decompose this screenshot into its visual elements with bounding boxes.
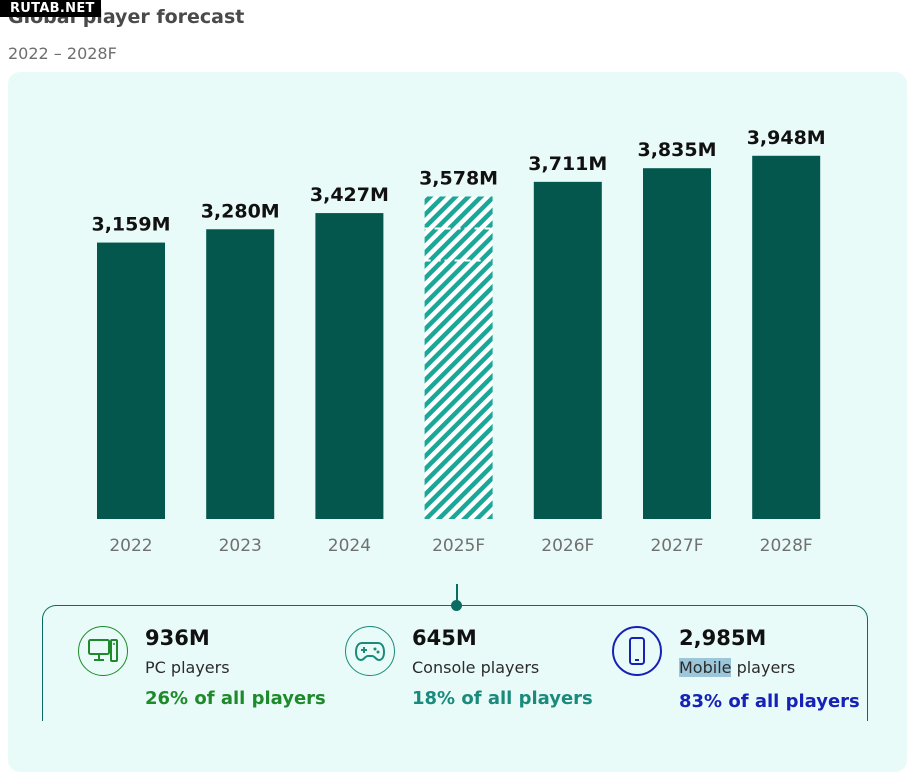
pc-players-label: PC players	[145, 658, 230, 677]
smartphone-icon	[629, 637, 645, 665]
x-tick-2024: 2024	[328, 536, 371, 556]
console-players-share: 18% of all players	[412, 688, 593, 709]
chart-subtitle: 2022 – 2028F	[8, 44, 117, 63]
pc-icon-circle	[78, 626, 128, 676]
x-tick-2026F: 2026F	[541, 536, 594, 556]
console-players-label: Console players	[412, 658, 540, 677]
pc-players-share: 26% of all players	[145, 688, 326, 709]
gamepad-icon	[354, 642, 386, 662]
mobile-players-share: 83% of all players	[679, 691, 860, 712]
bar-2025F	[424, 196, 493, 520]
x-tick-2022: 2022	[109, 536, 152, 556]
desktop-pc-icon	[88, 639, 118, 662]
connector-line	[456, 584, 458, 606]
console-icon-circle	[345, 626, 395, 676]
console-players-value: 645M	[412, 626, 477, 650]
bar-2026F	[533, 181, 602, 519]
mobile-label-rest: players	[731, 658, 796, 677]
data-label-2028F: 3,948M	[747, 127, 826, 149]
data-label-2022: 3,159M	[91, 214, 170, 236]
bar-chart: 3,159M 2022 3,280M 2023 3,427M 2024 3,578M 2025…	[91, 127, 826, 556]
mobile-players-value: 2,985M	[679, 626, 767, 650]
pc-players-value: 936M	[145, 626, 210, 650]
bar-2022	[97, 242, 165, 519]
data-label-2023: 3,280M	[201, 200, 280, 222]
x-tick-2027F: 2027F	[650, 536, 703, 556]
platform-summary-box	[42, 605, 868, 721]
data-label-2026F: 3,711M	[528, 153, 607, 175]
bar-2023	[206, 229, 275, 519]
bar-2028F	[752, 155, 821, 519]
mobile-icon-circle	[612, 626, 662, 676]
data-label-2025F: 3,578M	[419, 167, 498, 189]
bar-2024	[315, 213, 384, 519]
x-tick-2023: 2023	[219, 536, 262, 556]
bar-2027F	[643, 168, 711, 519]
data-label-2024: 3,427M	[310, 184, 389, 206]
data-label-2027F: 3,835M	[637, 139, 716, 161]
x-tick-2028F: 2028F	[760, 536, 813, 556]
x-tick-2025F: 2025F	[432, 536, 485, 556]
mobile-label-highlight: Mobile	[679, 658, 732, 677]
mobile-players-label: Mobile players	[679, 658, 795, 677]
watermark: RUTAB.NET	[0, 0, 101, 17]
